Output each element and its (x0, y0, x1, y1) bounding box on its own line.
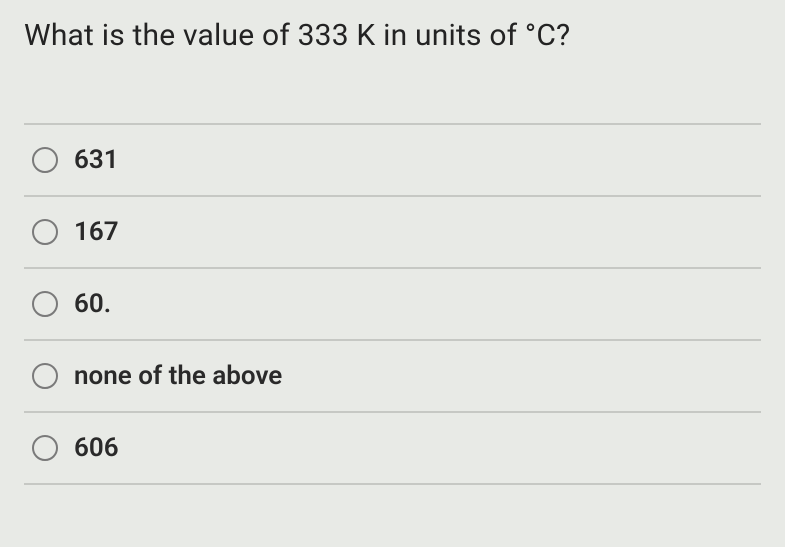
radio-icon[interactable] (32, 219, 58, 245)
option-label[interactable]: 60. (74, 289, 111, 319)
option-row[interactable]: 167 (24, 195, 761, 267)
option-label[interactable]: none of the above (74, 361, 282, 391)
radio-icon[interactable] (32, 435, 58, 461)
radio-icon[interactable] (32, 363, 58, 389)
options-list: 631 167 60. none of the above 606 (24, 123, 761, 485)
option-row[interactable]: 60. (24, 267, 761, 339)
radio-icon[interactable] (32, 291, 58, 317)
option-row[interactable]: 606 (24, 411, 761, 485)
option-label[interactable]: 606 (74, 433, 119, 463)
option-row[interactable]: none of the above (24, 339, 761, 411)
option-row[interactable]: 631 (24, 123, 761, 195)
option-label[interactable]: 167 (74, 217, 119, 247)
radio-icon[interactable] (32, 147, 58, 173)
option-label[interactable]: 631 (74, 145, 119, 175)
question-text: What is the value of 333 K in units of °… (24, 18, 761, 53)
